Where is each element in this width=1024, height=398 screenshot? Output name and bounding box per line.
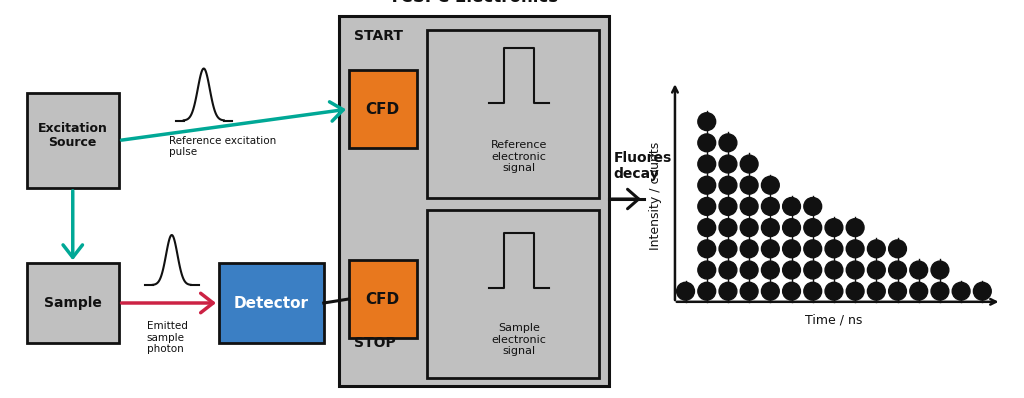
Circle shape — [719, 219, 737, 236]
Circle shape — [910, 261, 928, 279]
Circle shape — [740, 261, 758, 279]
Bar — [427, 210, 599, 378]
Circle shape — [762, 176, 779, 194]
Bar — [427, 30, 599, 198]
Circle shape — [697, 240, 716, 258]
Circle shape — [846, 261, 864, 279]
Circle shape — [697, 155, 716, 173]
Bar — [349, 260, 417, 338]
Circle shape — [740, 219, 758, 236]
Circle shape — [719, 155, 737, 173]
Text: CFD: CFD — [366, 101, 399, 117]
Circle shape — [867, 261, 885, 279]
Bar — [339, 16, 608, 386]
Circle shape — [804, 282, 821, 300]
Circle shape — [804, 240, 821, 258]
Text: Excitation
Source: Excitation Source — [38, 121, 108, 150]
Text: TCSPC Electronics: TCSPC Electronics — [389, 0, 558, 6]
Text: Reference excitation
pulse: Reference excitation pulse — [169, 135, 276, 157]
Circle shape — [740, 282, 758, 300]
Circle shape — [697, 197, 716, 215]
Text: Intensity / counts: Intensity / counts — [649, 142, 663, 250]
Text: STOP: STOP — [353, 336, 395, 350]
Circle shape — [804, 197, 821, 215]
Circle shape — [782, 261, 801, 279]
Circle shape — [846, 240, 864, 258]
Circle shape — [719, 240, 737, 258]
Text: Detector: Detector — [233, 295, 309, 310]
Circle shape — [825, 219, 843, 236]
Text: Fluorescence
decay: Fluorescence decay — [613, 151, 718, 181]
Circle shape — [825, 261, 843, 279]
Circle shape — [974, 282, 991, 300]
Circle shape — [889, 282, 906, 300]
Circle shape — [782, 197, 801, 215]
Circle shape — [782, 282, 801, 300]
Circle shape — [762, 219, 779, 236]
Circle shape — [825, 282, 843, 300]
Text: Time / ns: Time / ns — [805, 314, 862, 326]
Circle shape — [697, 219, 716, 236]
Bar — [219, 263, 324, 343]
Text: Sample
electronic
signal: Sample electronic signal — [492, 323, 546, 356]
Text: CFD: CFD — [366, 291, 399, 306]
Circle shape — [697, 282, 716, 300]
Circle shape — [782, 219, 801, 236]
Circle shape — [740, 240, 758, 258]
Circle shape — [846, 219, 864, 236]
Circle shape — [889, 240, 906, 258]
Circle shape — [867, 240, 885, 258]
Text: Sample: Sample — [44, 296, 101, 310]
Circle shape — [762, 261, 779, 279]
Circle shape — [719, 261, 737, 279]
Circle shape — [910, 282, 928, 300]
Circle shape — [719, 134, 737, 152]
Text: Emitted
sample
photon: Emitted sample photon — [146, 321, 187, 354]
Circle shape — [782, 240, 801, 258]
Bar — [27, 93, 119, 188]
Circle shape — [867, 282, 885, 300]
Circle shape — [719, 176, 737, 194]
Circle shape — [719, 197, 737, 215]
Bar — [349, 70, 417, 148]
Circle shape — [719, 282, 737, 300]
Circle shape — [740, 197, 758, 215]
Circle shape — [697, 134, 716, 152]
Circle shape — [697, 113, 716, 131]
Circle shape — [740, 155, 758, 173]
Circle shape — [762, 240, 779, 258]
Circle shape — [931, 282, 949, 300]
Circle shape — [825, 240, 843, 258]
Circle shape — [846, 282, 864, 300]
Circle shape — [952, 282, 970, 300]
Circle shape — [762, 282, 779, 300]
Circle shape — [804, 261, 821, 279]
Text: START: START — [353, 29, 402, 43]
Circle shape — [804, 219, 821, 236]
Circle shape — [889, 261, 906, 279]
Circle shape — [740, 176, 758, 194]
Circle shape — [762, 197, 779, 215]
Circle shape — [697, 261, 716, 279]
Circle shape — [931, 261, 949, 279]
Text: Reference
electronic
signal: Reference electronic signal — [490, 140, 547, 173]
Bar — [27, 263, 119, 343]
Circle shape — [677, 282, 694, 300]
Circle shape — [697, 176, 716, 194]
